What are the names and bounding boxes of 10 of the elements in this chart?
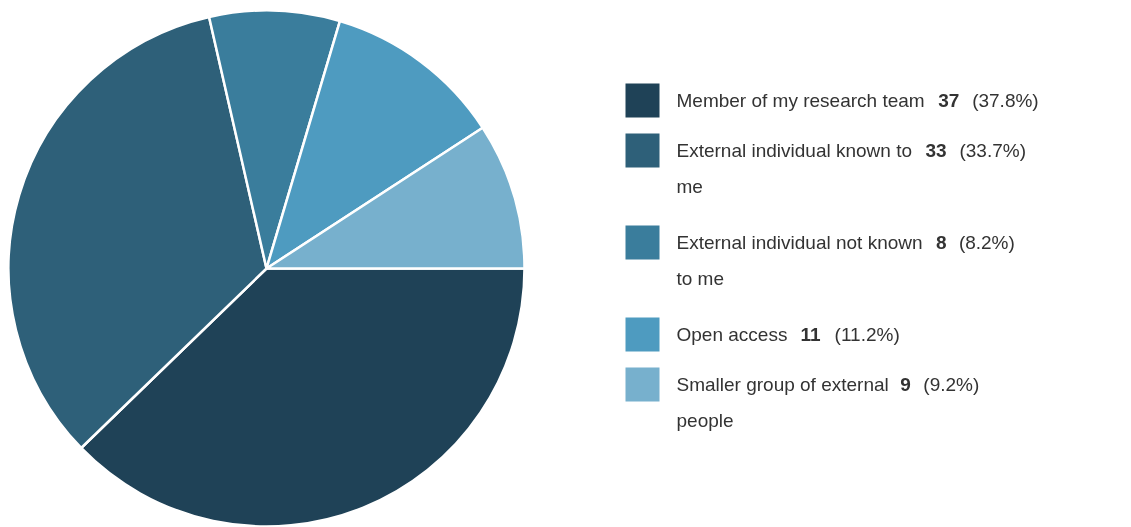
data-label: 9 (9.2%) (900, 374, 980, 395)
legend-label: Member of my research team (676, 90, 925, 111)
legend-label: External individual known to me (676, 140, 913, 197)
legend-label: Smaller group of external people (676, 374, 889, 431)
legend-label: External individual not known to me (676, 232, 923, 289)
data-label: 33 (33.7%) (925, 140, 1026, 161)
legend-label: Open access (676, 324, 788, 345)
data-label: 11 (11.2%) (800, 324, 900, 345)
data-label: 37 (37.8%) (938, 90, 1039, 111)
data-label: 8 (8.2%) (935, 232, 1015, 253)
